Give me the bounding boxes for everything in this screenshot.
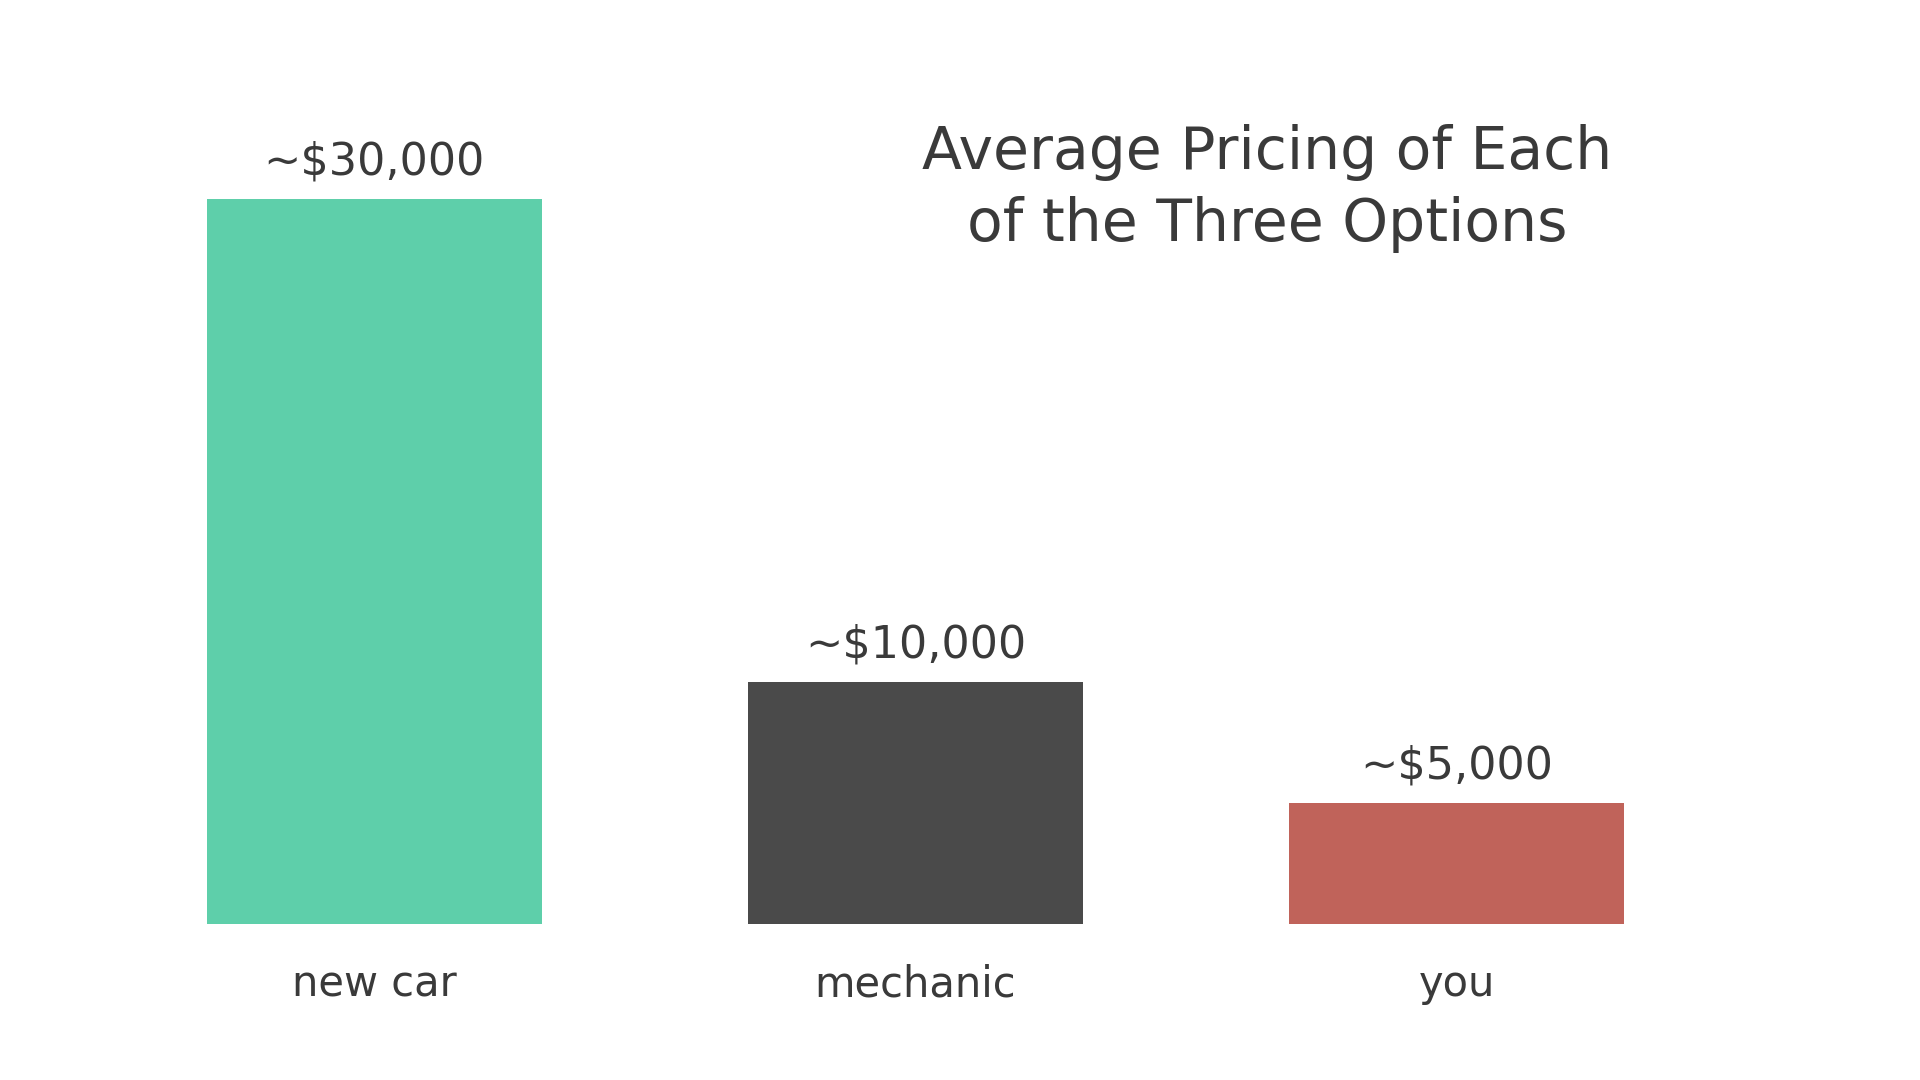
Text: you: you (1419, 963, 1496, 1005)
Text: ~$5,000: ~$5,000 (1359, 744, 1553, 787)
Bar (1288, 804, 1624, 924)
Bar (747, 683, 1083, 924)
Text: new car: new car (292, 963, 457, 1005)
Text: Average Pricing of Each
of the Three Options: Average Pricing of Each of the Three Opt… (922, 123, 1613, 254)
Text: ~$30,000: ~$30,000 (263, 140, 486, 184)
Bar (207, 199, 541, 924)
Text: ~$10,000: ~$10,000 (804, 623, 1025, 666)
Text: mechanic: mechanic (814, 963, 1016, 1005)
